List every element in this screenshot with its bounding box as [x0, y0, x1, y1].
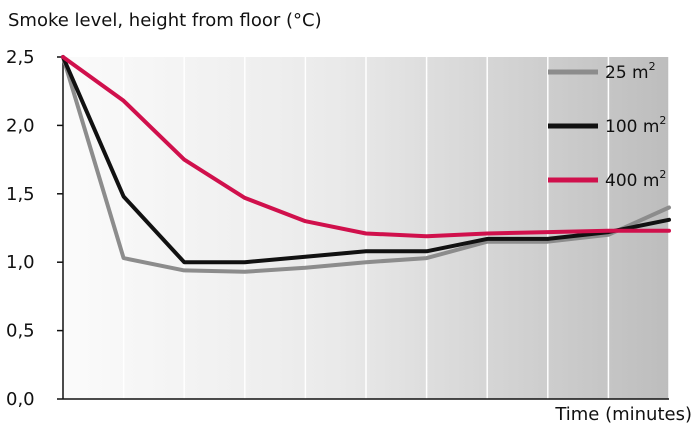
series-line: [61, 55, 671, 274]
y-tick-label: 2,0: [6, 115, 35, 136]
chart-title: Smoke level, height from floor (°C): [8, 10, 322, 31]
series-line: [61, 55, 671, 265]
legend-label: 100 m2: [605, 114, 666, 137]
y-tick-label: 0,5: [6, 321, 35, 342]
legend-label: 25 m2: [605, 60, 656, 83]
y-tick-label: 1,5: [6, 184, 35, 205]
x-axis-label: Time (minutes): [555, 404, 692, 425]
y-tick-label: 1,0: [6, 252, 35, 273]
y-tick-label: 0,0: [6, 389, 35, 410]
series-line: [61, 55, 671, 239]
y-tick-label: 2,5: [6, 47, 35, 68]
legend-label: 400 m2: [605, 168, 666, 191]
